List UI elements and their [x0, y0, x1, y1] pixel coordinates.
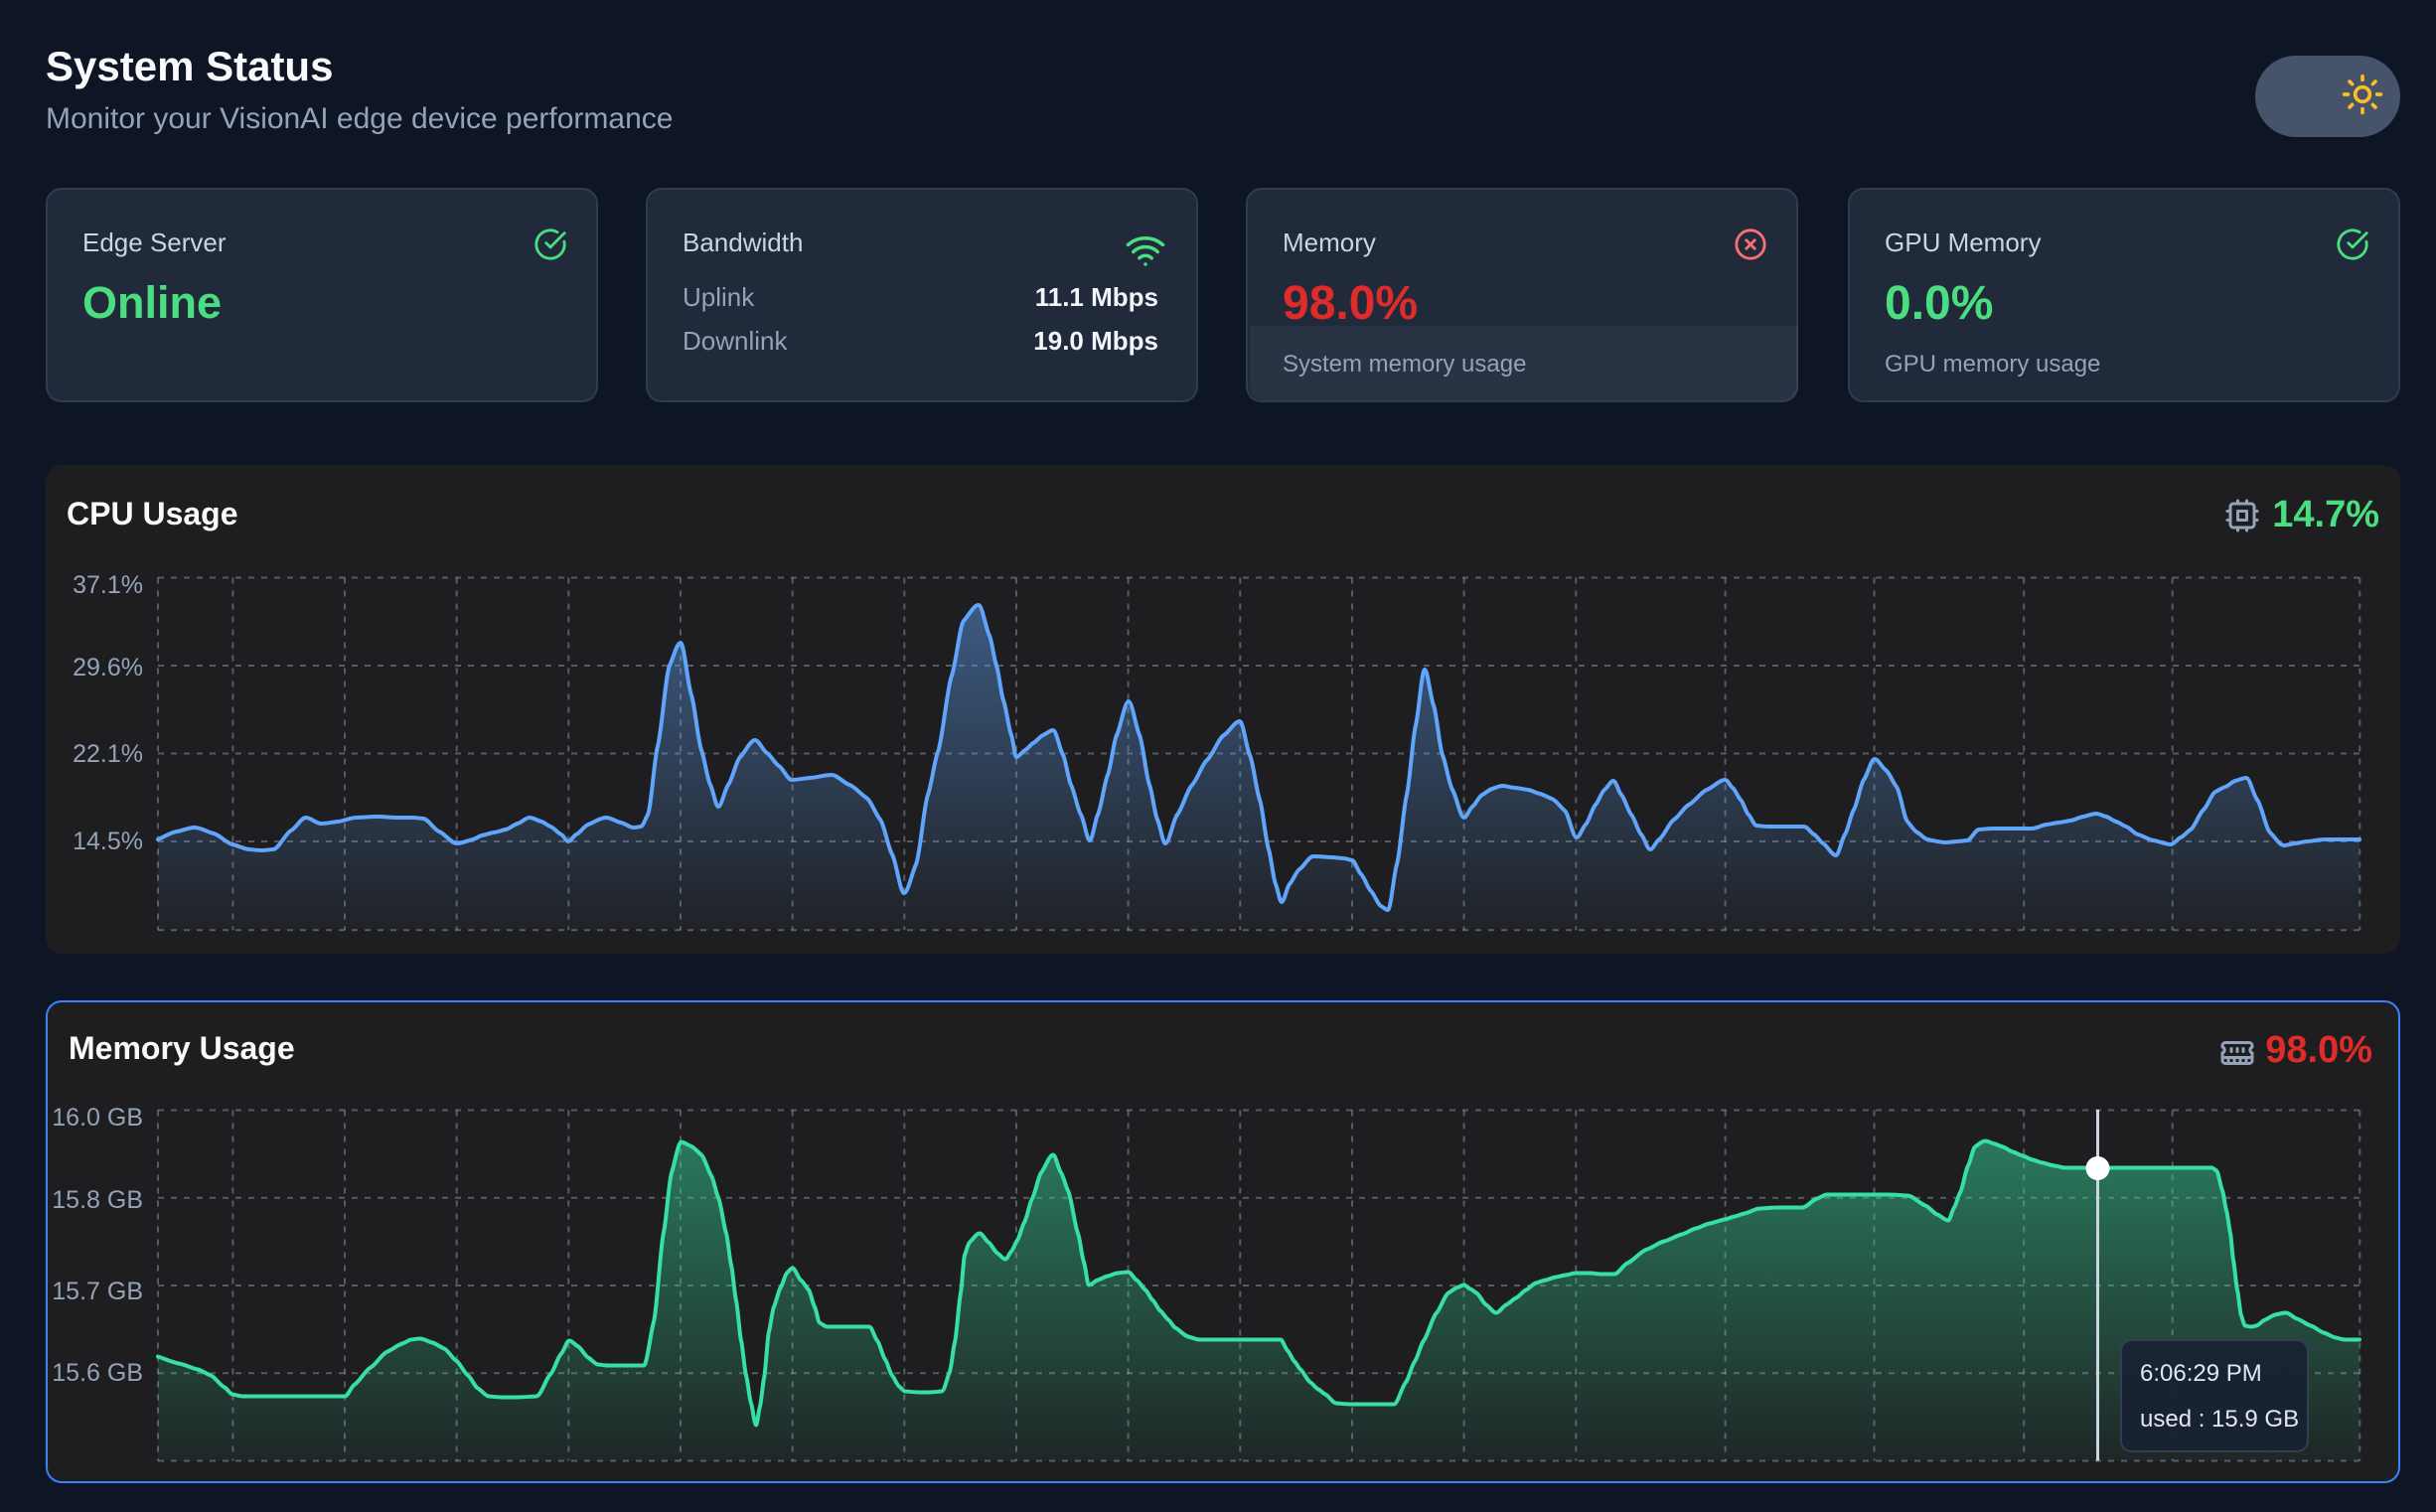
svg-text:15.6 GB: 15.6 GB — [52, 1359, 143, 1387]
svg-text:15.7 GB: 15.7 GB — [52, 1278, 143, 1305]
svg-text:22.1%: 22.1% — [73, 740, 143, 768]
svg-text:29.6%: 29.6% — [73, 654, 143, 681]
svg-text:16.0 GB: 16.0 GB — [52, 1104, 143, 1132]
svg-text:15.8 GB: 15.8 GB — [52, 1186, 143, 1214]
svg-text:14.5%: 14.5% — [73, 828, 143, 855]
svg-text:37.1%: 37.1% — [73, 571, 143, 599]
